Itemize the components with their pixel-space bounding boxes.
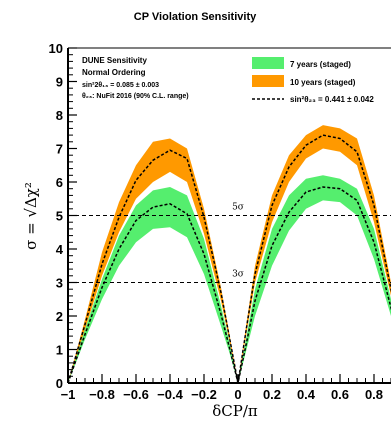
legend-swatch-10-years — [252, 75, 284, 87]
y-tick-label-0: 0 — [56, 376, 63, 391]
y-tick-label-1: 1 — [56, 343, 63, 358]
x-tick-label-2: −0.6 — [123, 387, 149, 402]
y-tick-label-4: 4 — [56, 242, 64, 257]
band-layer — [68, 125, 391, 383]
y-axis-label: σ = √Δχ² — [22, 182, 40, 250]
reference-lines — [68, 215, 391, 283]
x-tick-label-4: −0.2 — [191, 387, 217, 402]
x-tick-label-3: −0.4 — [157, 387, 183, 402]
y-tick-label-10: 10 — [49, 41, 63, 56]
x-tick-label-8: 0.6 — [331, 387, 349, 402]
legend-label-7-years: 7 years (staged) — [290, 60, 351, 69]
series-line-2 — [68, 134, 391, 383]
x-tick-label-1: −0.8 — [89, 387, 115, 402]
reference-label-0: 5σ — [232, 203, 244, 213]
axes — [67, 47, 391, 384]
legend-line-4: θ₂₃: NuFit 2016 (90% C.L. range) — [82, 93, 189, 100]
x-axis-label: δCP/π — [212, 402, 258, 420]
dashed-line-layer — [68, 134, 391, 383]
y-tick-label-7: 7 — [56, 142, 63, 157]
y-tick-label-9: 9 — [56, 75, 63, 90]
legend-line-3: sin²2θ₁₃ = 0.085 ± 0.003 — [82, 82, 159, 89]
legend-swatch-7-years — [252, 57, 284, 69]
legend-label-10-years: 10 years (staged) — [290, 78, 356, 87]
x-tick-label-6: 0.2 — [263, 387, 281, 402]
band-10-years — [68, 125, 391, 383]
x-tick-label-0: −1 — [61, 387, 76, 402]
legend-line-1: DUNE Sensitivity — [82, 56, 147, 65]
legend-label-dashed: sin²θ₂₃ = 0.441 ± 0.042 — [290, 95, 374, 104]
reference-label-1: 3σ — [232, 270, 244, 280]
y-tick-label-8: 8 — [56, 108, 63, 123]
x-tick-label-7: 0.4 — [297, 387, 316, 402]
series-line-3 — [68, 186, 391, 383]
x-tick-label-5: 0 — [234, 387, 241, 402]
legend: DUNE Sensitivity Normal Ordering sin²2θ₁… — [82, 56, 374, 104]
band-7-years — [68, 175, 391, 383]
x-tick-label-9: 0.8 — [365, 387, 383, 402]
legend-line-2: Normal Ordering — [82, 68, 146, 77]
y-tick-label-2: 2 — [56, 309, 63, 324]
y-tick-label-3: 3 — [56, 276, 63, 291]
y-tick-label-5: 5 — [56, 209, 63, 224]
tick-labels: 0 1 2 3 4 5 6 7 8 9 10 −1 −0.8 −0.6 −0.4 −0.2 0 0.2 0.4 0.6… — [49, 41, 384, 402]
chart-title: CP Violation Sensitivity — [134, 11, 257, 23]
y-tick-label-6: 6 — [56, 175, 63, 190]
